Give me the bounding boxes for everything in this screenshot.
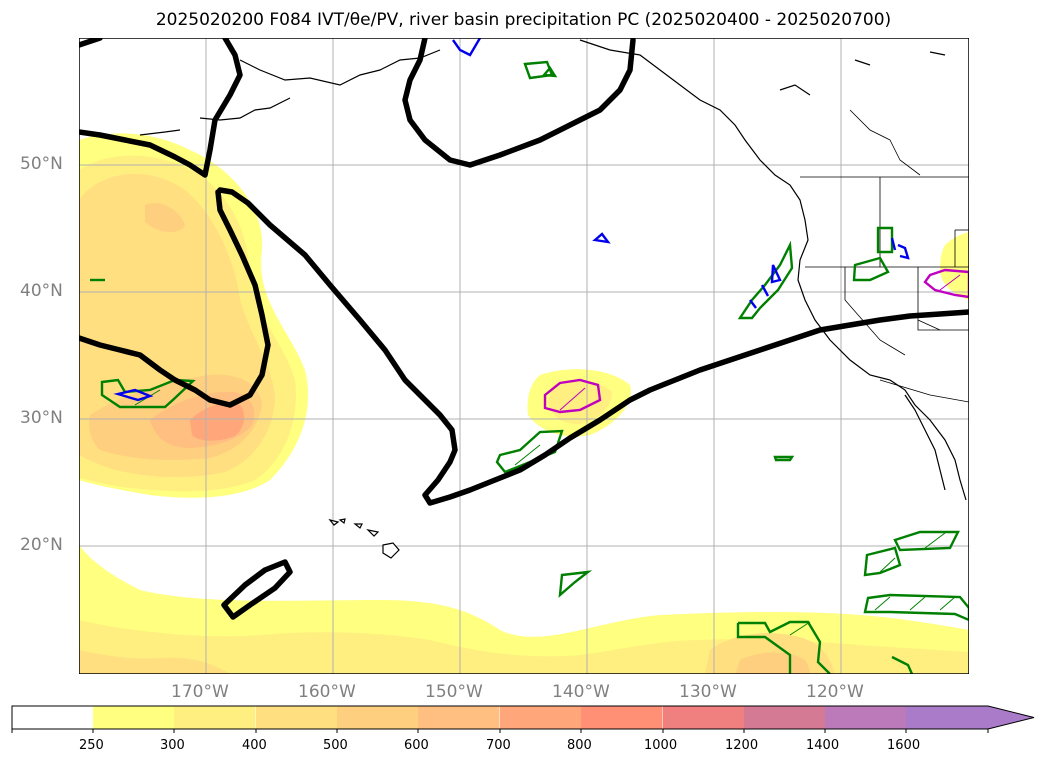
ivt-shading bbox=[79, 133, 969, 674]
precip-contours-green bbox=[90, 60, 969, 674]
precip-contours-blue bbox=[113, 38, 910, 402]
lon-label-120w: 120°W bbox=[806, 682, 864, 702]
colorbar-label-400: 400 bbox=[242, 738, 267, 753]
hawaii-islands bbox=[328, 518, 400, 559]
graticule bbox=[79, 38, 969, 674]
lat-label-20n: 20°N bbox=[20, 535, 63, 555]
colorbar-label-1400: 1400 bbox=[806, 738, 840, 753]
lat-label-30n: 30°N bbox=[20, 408, 63, 428]
colorbar-label-1000: 1000 bbox=[644, 738, 678, 753]
lat-label-50n: 50°N bbox=[20, 154, 63, 174]
precip-contours-magenta bbox=[543, 268, 969, 414]
colorbar bbox=[11, 705, 1035, 733]
colorbar-label-700: 700 bbox=[486, 738, 511, 753]
colorbar-label-600: 600 bbox=[404, 738, 429, 753]
lon-label-160w: 160°W bbox=[298, 682, 356, 702]
colorbar-label-500: 500 bbox=[323, 738, 348, 753]
colorbar-label-1200: 1200 bbox=[725, 738, 759, 753]
colorbar-label-250: 250 bbox=[79, 738, 104, 753]
precip-hatch-magenta bbox=[559, 274, 961, 411]
lat-label-40n: 40°N bbox=[20, 281, 63, 301]
lon-label-140w: 140°W bbox=[552, 682, 610, 702]
coastlines bbox=[139, 39, 967, 501]
map-area bbox=[79, 38, 969, 674]
pv-contours-black bbox=[79, 38, 969, 620]
lon-label-130w: 130°W bbox=[679, 682, 737, 702]
lon-label-150w: 150°W bbox=[425, 682, 483, 702]
colorbar-label-300: 300 bbox=[160, 738, 185, 753]
colorbar-label-1600: 1600 bbox=[887, 738, 921, 753]
colorbar-label-800: 800 bbox=[567, 738, 592, 753]
lon-label-170w: 170°W bbox=[171, 682, 229, 702]
precip-hatch-green bbox=[134, 389, 956, 636]
borders bbox=[800, 109, 969, 403]
map-title: 2025020200 F084 IVT/θe/PV, river basin p… bbox=[155, 10, 892, 30]
